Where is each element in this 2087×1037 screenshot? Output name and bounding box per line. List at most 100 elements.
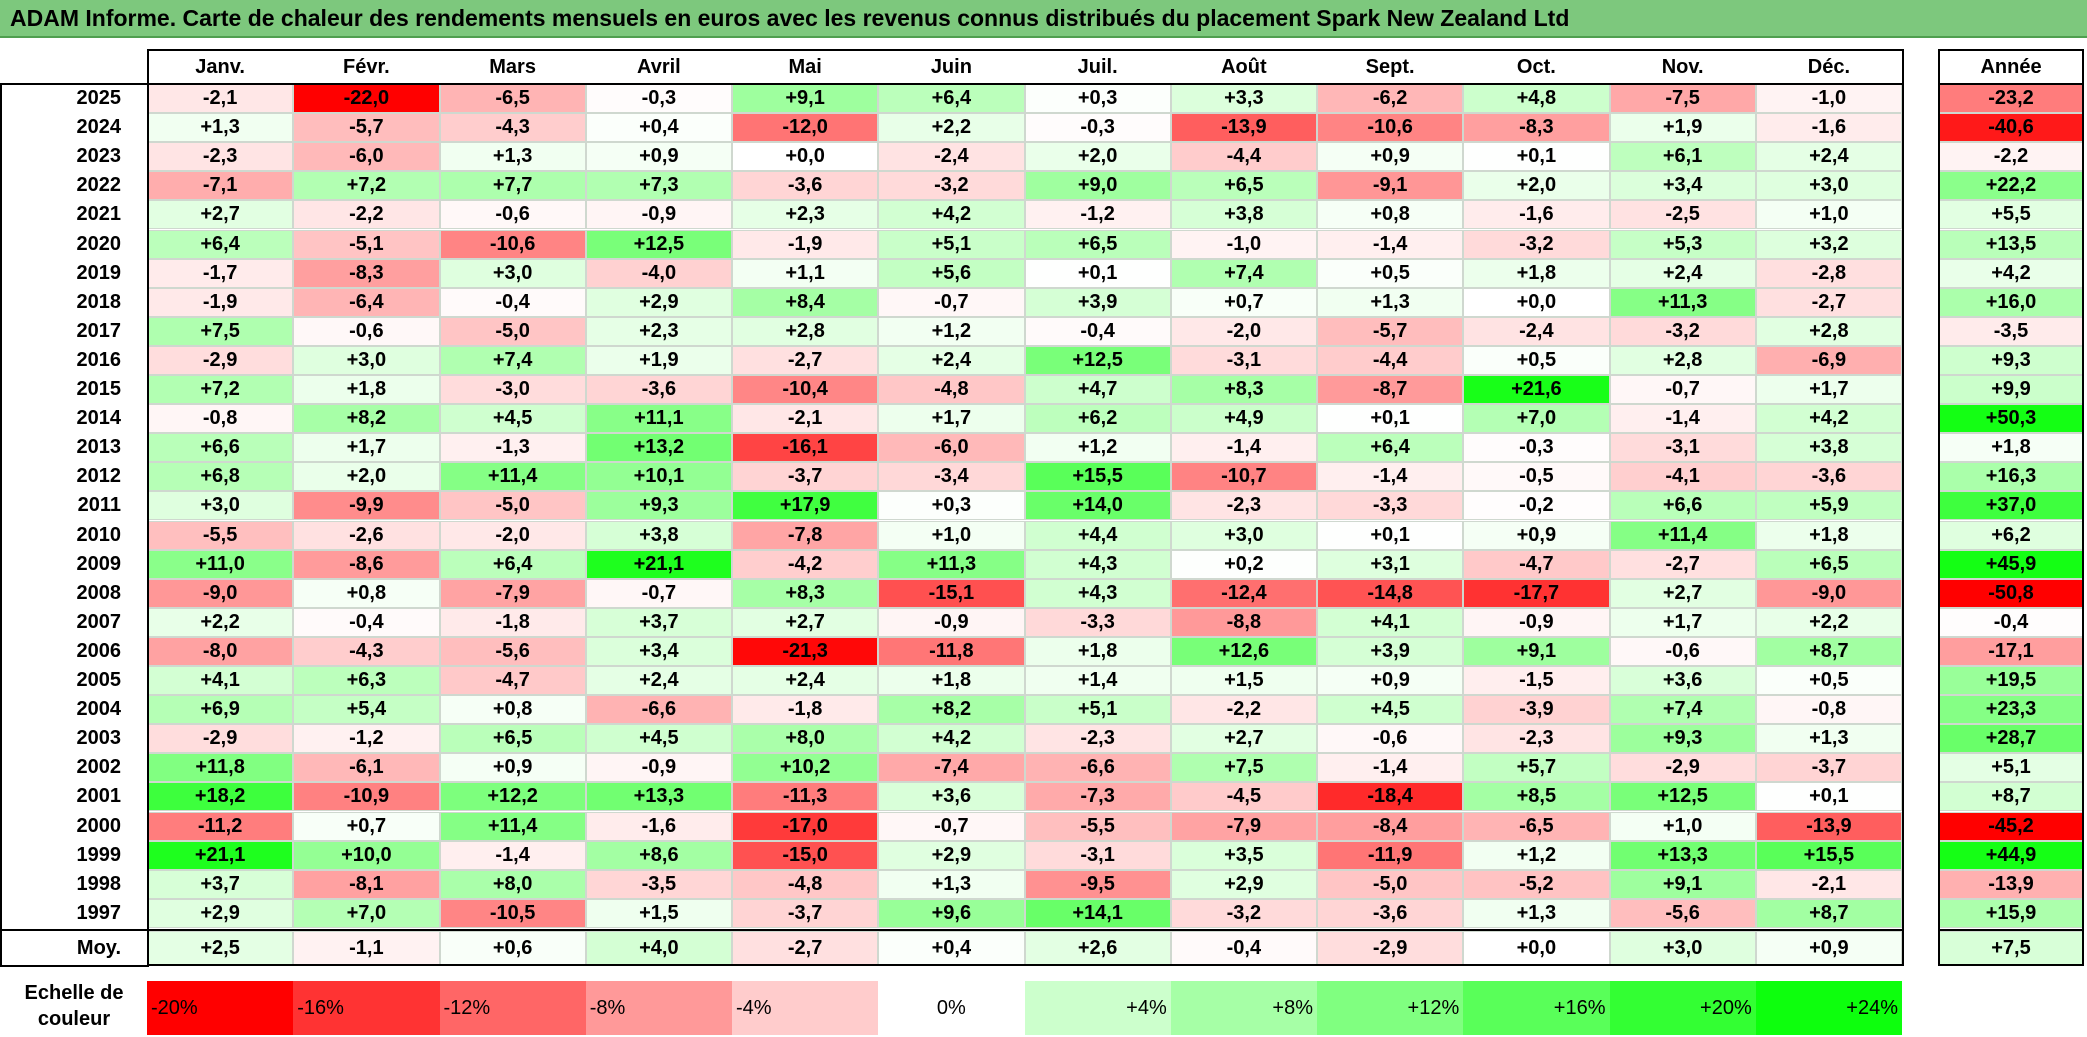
heatmap-cell: +0,9 [1317,142,1464,172]
year-label: 2002 [76,756,122,779]
heatmap-cell: +1,4 [1024,666,1171,696]
heatmap-cell: -6,6 [585,695,732,725]
heatmap-cell: +6,2 [1024,404,1171,434]
heatmap-cell: +2,9 [147,898,294,928]
annual-cell: -3,5 [1938,316,2084,346]
heatmap-cell: +4,8 [1463,84,1610,114]
heatmap-cell: +1,3 [878,869,1025,899]
year-label: 2007 [76,610,122,633]
year-label: 2025 [76,87,122,110]
heatmap-cell: +4,5 [439,404,586,434]
annual-cell: +9,3 [1938,345,2084,375]
heatmap-cell: -11,3 [732,782,879,812]
year-label: 2012 [76,465,122,488]
heatmap-cell: +10,0 [293,840,440,870]
heatmap-cell: -3,2 [1463,229,1610,259]
heatmap-cell: +1,3 [1755,724,1902,754]
heatmap-cell: -2,1 [147,84,294,114]
heatmap-cell: -0,3 [1024,113,1171,143]
average-cell: +0,9 [1755,931,1902,965]
heatmap-cell: +6,4 [147,229,294,259]
heatmap-cell: +7,0 [1463,404,1610,434]
heatmap-cell: +2,4 [732,666,879,696]
heatmap-cell: -1,4 [1609,404,1756,434]
annual-cell: +16,3 [1938,462,2084,492]
heatmap-cell: +3,8 [1170,200,1317,230]
heatmap-cell: -2,2 [1170,695,1317,725]
month-header: Juil. [1077,55,1118,78]
heatmap-cell: -7,9 [1170,811,1317,841]
heatmap-cell: +21,1 [585,549,732,579]
heatmap-cell: -5,5 [147,520,294,550]
heatmap-cell: +1,9 [1609,113,1756,143]
heatmap-cell: +4,1 [1317,607,1464,637]
heatmap-cell: +11,3 [1609,287,1756,317]
heatmap-cell: +5,4 [293,695,440,725]
year-label: 2023 [76,145,122,168]
heatmap-cell: +4,2 [878,200,1025,230]
heatmap-cell: +8,2 [878,695,1025,725]
heatmap-cell: -0,9 [878,607,1025,637]
annual-cell: -45,2 [1938,811,2084,841]
heatmap-cell: +0,1 [1463,142,1610,172]
heatmap-cell: +3,0 [439,258,586,288]
heatmap-cell: -1,2 [1024,200,1171,230]
heatmap-cell: +1,9 [585,345,732,375]
heatmap-cell: -3,2 [1609,316,1756,346]
heatmap-cell: -13,9 [1755,811,1902,841]
heatmap-cell: -21,3 [732,636,879,666]
heatmap-cell: -0,6 [293,316,440,346]
heatmap-cell: +0,2 [1170,549,1317,579]
heatmap-cell: +0,1 [1024,258,1171,288]
heatmap-cell: +6,6 [1609,491,1756,521]
heatmap-cell: +1,7 [878,404,1025,434]
header-divider [0,83,1904,85]
month-header: Juin [930,55,972,78]
heatmap-cell: -8,4 [1317,811,1464,841]
heatmap-cell: +12,5 [1024,345,1171,375]
heatmap-cell: +1,7 [293,433,440,463]
heatmap-cell: +0,7 [293,811,440,841]
heatmap-cell: +9,3 [1609,724,1756,754]
heatmap-cell: +4,1 [147,666,294,696]
heatmap-cell: +3,5 [1170,840,1317,870]
heatmap-cell: -4,8 [732,869,879,899]
heatmap-cell: -2,1 [1755,869,1902,899]
heatmap-cell: +2,9 [585,287,732,317]
heatmap-cell: +0,5 [1463,345,1610,375]
annual-cell: -50,8 [1938,578,2084,608]
title-bar: ADAM Informe. Carte de chaleur des rende… [0,0,2087,38]
heatmap-cell: +2,7 [732,607,879,637]
heatmap-cell: +7,5 [147,316,294,346]
heatmap-cell: +4,2 [1755,404,1902,434]
heatmap-cell: -0,2 [1463,491,1610,521]
heatmap-cell: -4,4 [1317,345,1464,375]
heatmap-cell: +7,4 [1170,258,1317,288]
heatmap-cell: -0,5 [1463,462,1610,492]
chart-title: ADAM Informe. Carte de chaleur des rende… [10,5,1570,31]
heatmap-cell: +14,0 [1024,491,1171,521]
heatmap-cell: -2,7 [732,345,879,375]
heatmap-cell: +5,6 [878,258,1025,288]
average-label: Moy. [76,936,121,959]
heatmap-cell: -10,6 [1317,113,1464,143]
heatmap-cell: +11,8 [147,753,294,783]
heatmap-cell: +8,0 [439,869,586,899]
annual-cell: +13,5 [1938,229,2084,259]
annual-cell: +16,0 [1938,287,2084,317]
heatmap-cell: +11,4 [439,462,586,492]
heatmap-cell: +2,9 [1170,869,1317,899]
heatmap-cell: -9,9 [293,491,440,521]
year-label: 1997 [76,901,122,924]
heatmap-cell: -1,3 [439,433,586,463]
heatmap-cell: -5,7 [1317,316,1464,346]
heatmap-cell: -9,1 [1317,171,1464,201]
heatmap-cell: +1,8 [1463,258,1610,288]
heatmap-cell: +2,0 [1463,171,1610,201]
scale-swatch: 0% [878,981,1025,1035]
heatmap-cell: -2,4 [878,142,1025,172]
year-label: 2005 [76,669,122,692]
heatmap-cell: -1,6 [1463,200,1610,230]
heatmap-cell: +7,3 [585,171,732,201]
heatmap-cell: -1,4 [439,840,586,870]
